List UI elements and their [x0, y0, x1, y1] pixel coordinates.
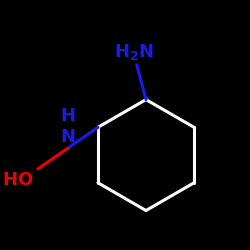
Text: $\bf{HO}$: $\bf{HO}$ — [2, 171, 33, 189]
Text: H$_{\mathbf{2}}$N: H$_{\mathbf{2}}$N — [114, 42, 154, 62]
Text: $\bf{H}$
$\bf{N}$: $\bf{H}$ $\bf{N}$ — [60, 107, 76, 146]
